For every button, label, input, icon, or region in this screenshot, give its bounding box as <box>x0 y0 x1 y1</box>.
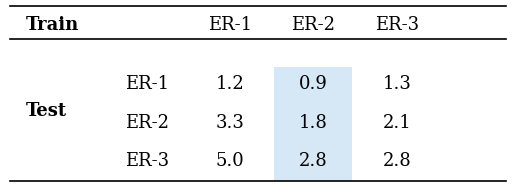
Text: 2.8: 2.8 <box>382 152 411 170</box>
Text: ER-2: ER-2 <box>125 113 169 132</box>
Text: ER-2: ER-2 <box>291 15 335 34</box>
Text: 2.8: 2.8 <box>299 152 328 170</box>
Text: 1.3: 1.3 <box>382 75 411 93</box>
Text: ER-3: ER-3 <box>125 152 170 170</box>
Text: 3.3: 3.3 <box>215 113 244 132</box>
Text: 0.9: 0.9 <box>299 75 328 93</box>
Text: Train: Train <box>26 15 79 34</box>
Text: 2.1: 2.1 <box>382 113 411 132</box>
Text: ER-3: ER-3 <box>375 15 419 34</box>
Text: Test: Test <box>26 102 67 120</box>
Text: ER-1: ER-1 <box>125 75 170 93</box>
Text: 1.8: 1.8 <box>299 113 328 132</box>
Text: ER-1: ER-1 <box>208 15 252 34</box>
Bar <box>274 67 352 181</box>
Text: 5.0: 5.0 <box>215 152 244 170</box>
Text: 1.2: 1.2 <box>215 75 244 93</box>
